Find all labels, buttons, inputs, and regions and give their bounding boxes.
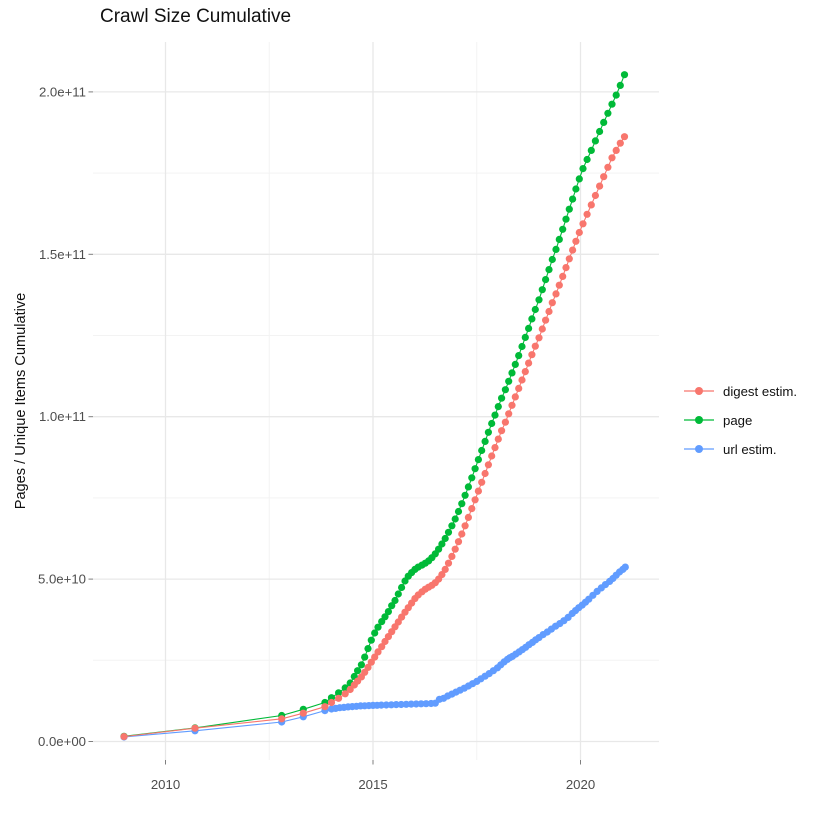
chart-title: Crawl Size Cumulative: [100, 6, 292, 27]
y-axis-tick-labels: 0.0e+00 5.0e+10 1.0e+11 1.5e+11 2.0e+11: [38, 84, 86, 749]
legend-key-page-icon: [684, 416, 714, 424]
legend-item-url-estim: url estim.: [683, 439, 797, 459]
y-tick-label: 5.0e+10: [38, 572, 86, 587]
y-axis-title: Pages / Unique Items Cumulative: [13, 292, 29, 510]
x-tick-label: 2020: [566, 777, 595, 792]
legend-item-page: page: [683, 410, 797, 430]
legend-label-url-estim: url estim.: [723, 441, 777, 457]
legend-key-digest-estim-icon: [684, 387, 714, 395]
legend-label-digest-estim: digest estim.: [723, 383, 798, 399]
x-tick-label: 2010: [151, 777, 180, 792]
y-tick-label: 1.0e+11: [39, 409, 86, 424]
y-tick-label: 0.0e+00: [38, 734, 86, 749]
legend-item-digest-estim: digest estim.: [683, 381, 797, 401]
series-page: [120, 71, 629, 740]
gridlines-major: [93, 42, 659, 760]
legend-key-url-estim-icon: [684, 445, 714, 453]
legend: digest estim. page url estim.: [683, 381, 797, 459]
y-tick-label: 2.0e+11: [39, 84, 86, 99]
x-tick-label: 2015: [358, 777, 387, 792]
series-digest-estim: [120, 133, 629, 741]
axis-tick-marks: [88, 91, 581, 765]
series-url-estim: [120, 563, 629, 741]
x-axis-tick-labels: 2010 2015 2020: [151, 777, 595, 792]
y-tick-label: 1.5e+11: [39, 247, 86, 262]
legend-label-page: page: [723, 412, 753, 428]
